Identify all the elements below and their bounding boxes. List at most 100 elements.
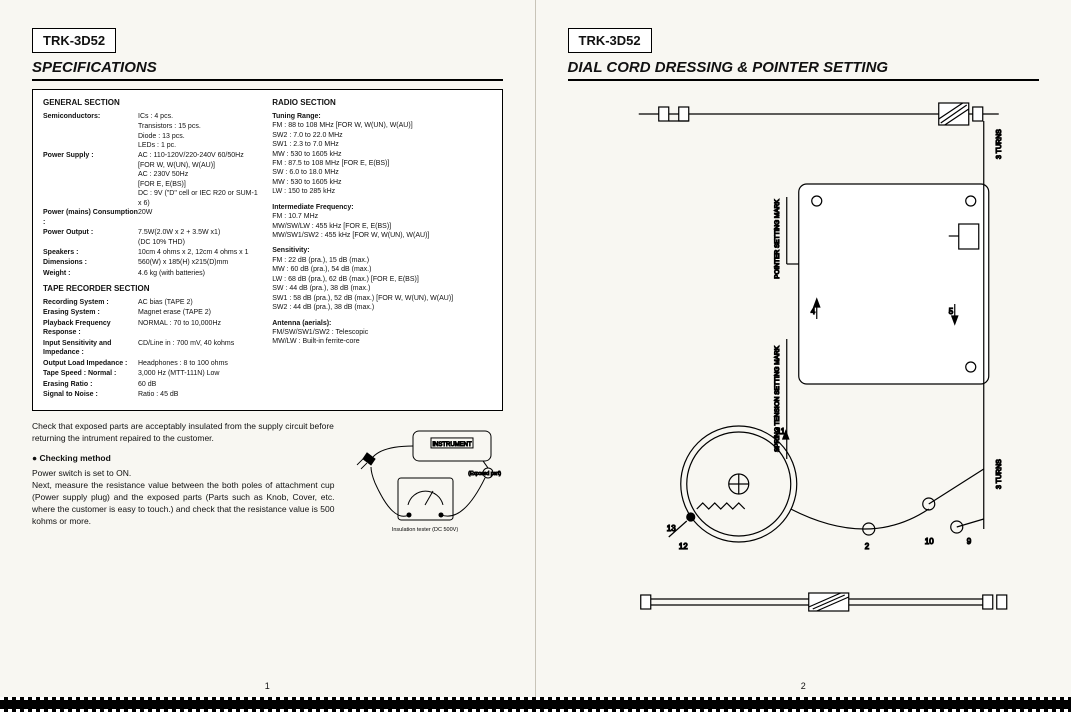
page-spread: TRK-3D52 SPECIFICATIONS GENERAL SECTION …: [0, 0, 1071, 697]
ps5-value: DC : 9V ("D" cell or IEC R20 or SUM-1 x …: [138, 189, 262, 208]
pfr-label: Playback Frequency Response :: [43, 319, 138, 338]
wt-label: Weight :: [43, 269, 138, 278]
s4: SW : 44 dB (pra.), 38 dB (max.): [272, 284, 491, 293]
rec-label: Recording System :: [43, 298, 138, 307]
power-supply-label: Power Supply :: [43, 151, 138, 160]
ant2: MW/LW : Built-in ferrite-core: [272, 337, 491, 346]
film-strip-border: [0, 697, 1071, 712]
leds-value: LEDs : 1 pc.: [138, 141, 262, 150]
tr4: MW : 530 to 1605 kHz: [272, 150, 491, 159]
wt-value: 4.6 kg (with batteries): [138, 269, 262, 278]
instrument-diagram: INSTRUMENT (Exposed part): [353, 421, 503, 545]
ant-label: Antenna (aerials):: [272, 319, 491, 328]
pfr-value: NORMAL : 70 to 10,000Hz: [138, 319, 262, 338]
s2: MW : 60 dB (pra.), 54 dB (max.): [272, 265, 491, 274]
num-13: 13: [666, 524, 675, 533]
ts-label: Tape Speed : Normal :: [43, 369, 138, 378]
isi-value: CD/Line in : 700 mV, 40 kohms: [138, 339, 262, 358]
page-number-2: 2: [801, 681, 806, 691]
tr6: SW : 6.0 to 18.0 MHz: [272, 168, 491, 177]
spk-value: 10cm 4 ohms x 2, 12cm 4 ohms x 1: [138, 248, 262, 257]
check-heading: Checking method: [32, 453, 335, 465]
check-body: Power switch is set to ON. Next, measure…: [32, 468, 335, 527]
po1-value: 7.5W(2.0W x 2 + 3.5W x1): [138, 228, 262, 237]
tr1: FM : 88 to 108 MHz [FOR W, W(UN), W(AU)]: [272, 121, 491, 130]
checking-section: Check that exposed parts are acceptably …: [32, 421, 503, 545]
pmc-label: Power (mains) Consumption :: [43, 208, 138, 227]
s6: SW2 : 44 dB (pra.), 38 dB (max.): [272, 303, 491, 312]
oli-label: Output Load Impedance :: [43, 359, 138, 368]
dim-value: 560(W) x 185(H) x215(D)mm: [138, 258, 262, 267]
era-label: Erasing System :: [43, 308, 138, 317]
num-2: 2: [864, 542, 869, 551]
rec-value: AC bias (TAPE 2): [138, 298, 262, 307]
turns-label-right: 3 TURNS: [995, 129, 1002, 159]
if-label: Intermediate Frequency:: [272, 203, 491, 212]
general-heading: GENERAL SECTION: [43, 98, 262, 109]
er-label: Erasing Ratio :: [43, 380, 138, 389]
exposed-label: (Exposed part): [468, 471, 501, 477]
s3: LW : 68 dB (pra.), 62 dB (max.) [FOR E, …: [272, 275, 491, 284]
if3: MW/SW1/SW2 : 455 kHz [FOR W, W(UN), W(AU…: [272, 231, 491, 240]
ts-value: 3,000 Hz (MTT-111N) Low: [138, 369, 262, 378]
tr7: MW : 530 to 1605 kHz: [272, 178, 491, 187]
ps3-value: AC : 230V 50Hz: [138, 170, 262, 179]
ps2-value: [FOR W, W(UN), W(AU)]: [138, 161, 262, 170]
dim-label: Dimensions :: [43, 258, 138, 267]
tr8: LW : 150 to 285 kHz: [272, 187, 491, 196]
po-label: Power Output :: [43, 228, 138, 237]
tr-label: Tuning Range:: [272, 112, 491, 121]
spk-label: Speakers :: [43, 248, 138, 257]
tape-heading: TAPE RECORDER SECTION: [43, 284, 262, 295]
check-intro: Check that exposed parts are acceptably …: [32, 421, 335, 445]
specifications-box: GENERAL SECTION Semiconductors:ICs : 4 p…: [32, 89, 503, 411]
spec-col-right: RADIO SECTION Tuning Range: FM : 88 to 1…: [272, 98, 491, 400]
sn-label: Signal to Noise :: [43, 390, 138, 399]
radio-heading: RADIO SECTION: [272, 98, 491, 109]
ant1: FM/SW/SW1/SW2 : Telescopic: [272, 328, 491, 337]
model-box-left: TRK-3D52: [32, 28, 116, 53]
spec-col-left: GENERAL SECTION Semiconductors:ICs : 4 p…: [43, 98, 262, 400]
ps1-value: AC : 110-120V/220-240V 60/50Hz: [138, 151, 262, 160]
tr2: SW2 : 7.0 to 22.0 MHz: [272, 131, 491, 140]
instrument-label: INSTRUMENT: [432, 442, 472, 448]
page-number-1: 1: [265, 681, 270, 691]
if2: MW/SW/LW : 455 kHz [FOR E, E(BS)]: [272, 222, 491, 231]
page-title-specs: SPECIFICATIONS: [32, 59, 503, 81]
arrow-5: 5: [948, 307, 953, 316]
diode-value: Diode : 13 pcs.: [138, 132, 262, 141]
turns-label-bottom: 3 TURNS: [995, 459, 1002, 489]
dial-svg: 3 TURNS POINTER SETTING MARK: [568, 89, 1040, 649]
model-box-right: TRK-3D52: [568, 28, 652, 53]
era-value: Magnet erase (TAPE 2): [138, 308, 262, 317]
s1: FM : 22 dB (pra.), 15 dB (max.): [272, 256, 491, 265]
num-12: 12: [678, 542, 687, 551]
checking-text: Check that exposed parts are acceptably …: [32, 421, 335, 545]
spring-mark-label: SPRING TENSION SETTING MARK: [773, 345, 780, 452]
page-title-dial: DIAL CORD DRESSING & POINTER SETTING: [568, 59, 1040, 81]
ps4-value: [FOR E, E(BS)]: [138, 180, 262, 189]
page-2: TRK-3D52 DIAL CORD DRESSING & POINTER SE…: [536, 0, 1071, 697]
ics-value: ICs : 4 pcs.: [138, 112, 262, 121]
if1: FM : 10.7 MHz: [272, 212, 491, 221]
page-1: TRK-3D52 SPECIFICATIONS GENERAL SECTION …: [0, 0, 536, 697]
semiconductors-label: Semiconductors:: [43, 112, 138, 121]
po2-value: (DC 10% THD): [138, 238, 262, 247]
er-value: 60 dB: [138, 380, 262, 389]
s5: SW1 : 58 dB (pra.), 52 dB (max.) [FOR W,…: [272, 294, 491, 303]
transistors-value: Transistors : 15 pcs.: [138, 122, 262, 131]
tr3: SW1 : 2.3 to 7.0 MHz: [272, 140, 491, 149]
sn-value: Ratio : 45 dB: [138, 390, 262, 399]
num-9: 9: [966, 537, 971, 546]
tester-label: Insulation tester (DC 500V): [391, 527, 458, 533]
instrument-svg: INSTRUMENT (Exposed part): [353, 421, 503, 545]
oli-value: Headphones : 8 to 100 ohms: [138, 359, 262, 368]
isi-label: Input Sensitivity and Impedance :: [43, 339, 138, 358]
arrow-4: 4: [810, 307, 815, 316]
tr5: FM : 87.5 to 108 MHz [FOR E, E(BS)]: [272, 159, 491, 168]
pointer-mark-label: POINTER SETTING MARK: [773, 199, 780, 279]
dial-cord-diagram: 3 TURNS POINTER SETTING MARK: [568, 89, 1040, 649]
sens-label: Sensitivity:: [272, 246, 491, 255]
num-10: 10: [924, 537, 933, 546]
pmc-value: 20W: [138, 208, 262, 227]
